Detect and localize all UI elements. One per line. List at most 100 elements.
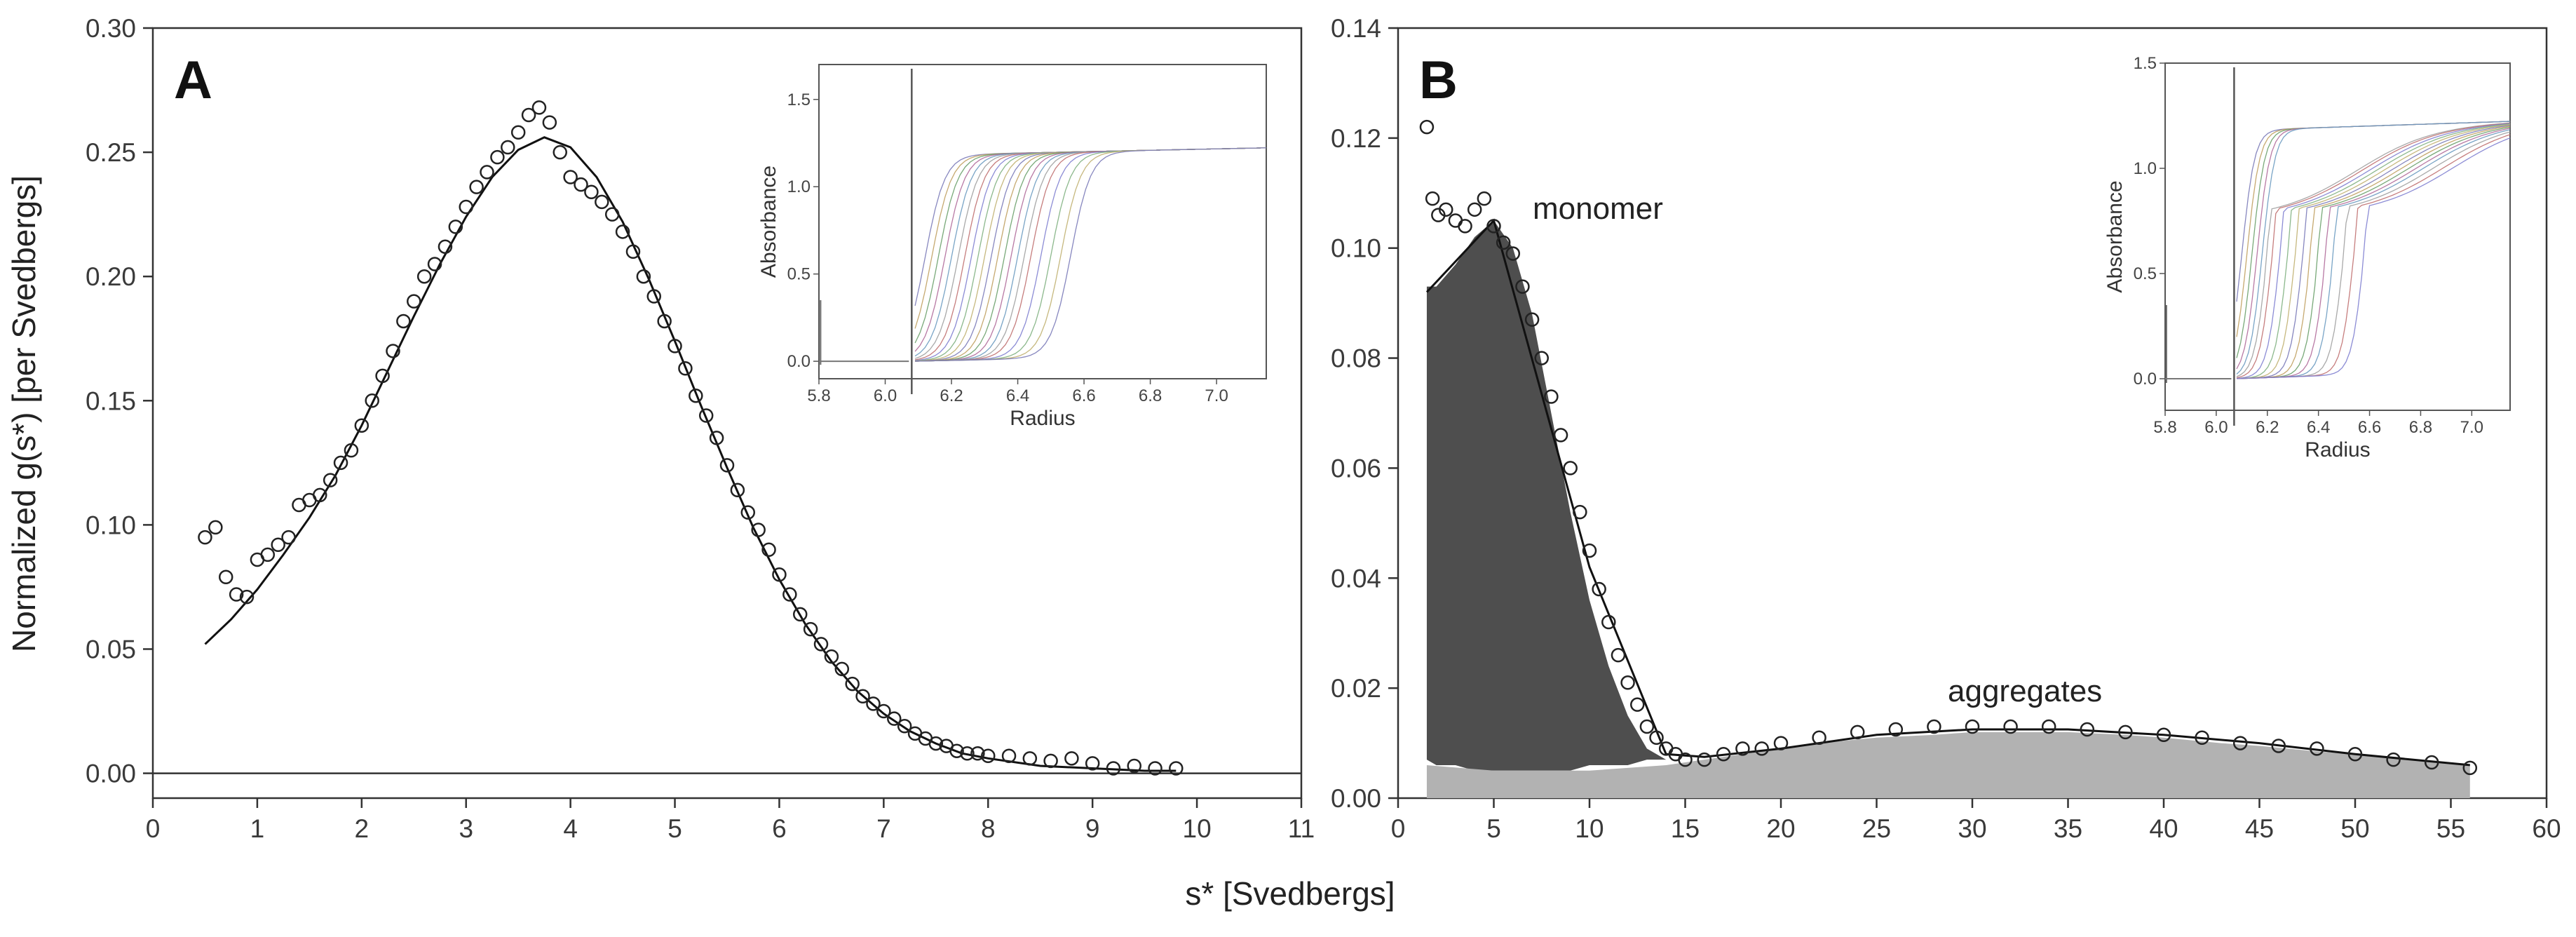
inset-scan-trace	[2236, 137, 2511, 379]
y-tick-label: 0.00	[1331, 784, 1381, 813]
inset-y-label: Absorbance	[757, 166, 780, 278]
data-point	[845, 676, 860, 692]
data-point	[2424, 755, 2439, 770]
inset-scan-trace	[2236, 121, 2511, 375]
x-tick-label: 5	[667, 814, 682, 843]
data-point	[813, 637, 829, 652]
data-point	[689, 388, 703, 403]
data-point	[1592, 581, 1606, 597]
data-point	[1630, 697, 1645, 712]
data-point	[1085, 756, 1100, 771]
data-point	[323, 473, 338, 487]
data-point	[2080, 722, 2095, 737]
data-point	[698, 408, 714, 423]
inset-y-tick-label: 0.5	[787, 265, 811, 284]
inset-x-tick-label: 6.0	[2204, 418, 2228, 437]
data-point	[344, 443, 359, 458]
data-point	[1639, 719, 1655, 734]
y-tick-label: 0.10	[86, 511, 136, 539]
data-point	[563, 170, 578, 184]
inset-y-tick-label: 0.0	[787, 352, 811, 371]
data-point	[772, 567, 787, 582]
data-point	[1573, 504, 1587, 520]
data-point	[510, 125, 526, 140]
inset-x-tick-label: 5.8	[807, 386, 830, 405]
inset-x-tick-label: 6.6	[1072, 386, 1095, 405]
data-point	[2118, 724, 2133, 740]
data-point	[636, 269, 651, 284]
data-point	[625, 244, 641, 259]
data-point	[1477, 191, 1492, 206]
data-point	[646, 289, 662, 304]
data-point	[1467, 202, 1482, 217]
data-point	[667, 339, 682, 353]
data-point	[897, 719, 912, 734]
data-point	[2386, 752, 2401, 767]
inset-frame	[2164, 62, 2511, 411]
inset-x-tick-label: 6.0	[874, 386, 897, 405]
data-point	[542, 115, 557, 130]
data-point	[2041, 719, 2056, 734]
data-point	[803, 621, 818, 637]
data-point	[448, 220, 463, 234]
data-point	[1553, 428, 1568, 443]
data-point	[1773, 736, 1789, 750]
data-point	[416, 269, 432, 284]
data-point	[1649, 730, 1664, 745]
x-tick-label: 60	[2532, 814, 2561, 843]
x-tick-label: 9	[1085, 814, 1100, 843]
data-point	[1022, 751, 1038, 766]
data-point	[553, 144, 567, 160]
inset-b: 5.8 6.0 6.2 6.4 6.6 6.8 7.0 0.0 0.5 1.0 1.5 Radius A…	[2103, 54, 2511, 461]
inset-x-tick-label: 7.0	[2460, 418, 2483, 437]
inset-x-tick-label: 6.8	[2409, 418, 2432, 437]
data-point	[1439, 202, 1453, 217]
data-point	[1534, 351, 1549, 365]
x-tick-label: 35	[2054, 814, 2082, 843]
data-point	[271, 537, 285, 552]
data-point	[949, 743, 964, 758]
data-point	[1425, 191, 1440, 206]
data-point	[333, 455, 348, 471]
inset-x-tick-label: 6.8	[1139, 386, 1162, 405]
inset-scan-trace	[2236, 122, 2511, 379]
inset-scan-trace	[2236, 123, 2511, 379]
data-point	[615, 224, 630, 239]
data-point	[1515, 279, 1530, 294]
data-point	[2232, 736, 2248, 750]
data-point	[469, 180, 484, 194]
data-point	[1582, 543, 1597, 558]
data-point	[260, 547, 276, 562]
data-point	[876, 703, 891, 719]
data-point	[1001, 748, 1017, 764]
data-point	[574, 177, 588, 192]
y-tick-label: 0.08	[1331, 344, 1381, 373]
data-point	[407, 294, 421, 309]
inset-y-tick-label: 1.5	[787, 90, 811, 109]
x-tick-label: 50	[2340, 814, 2369, 843]
data-point	[595, 194, 609, 210]
data-point	[208, 520, 223, 535]
data-point	[386, 344, 400, 358]
data-point	[1486, 219, 1501, 234]
y-axis-label: Normalized g(s*) [per Svedbergs]	[6, 175, 42, 652]
data-point	[782, 587, 797, 602]
data-point	[657, 314, 672, 329]
monomer-area	[1426, 220, 1667, 771]
data-point	[584, 184, 599, 200]
panel-label: B	[1419, 50, 1458, 110]
x-tick-label: 6	[772, 814, 787, 843]
data-point	[354, 418, 370, 433]
inset-scan-trace	[915, 147, 1267, 362]
x-tick-label: 30	[1958, 814, 1986, 843]
data-point	[1888, 722, 1904, 737]
data-point	[1563, 461, 1578, 476]
data-point	[855, 689, 870, 704]
inset-scan-trace	[2236, 124, 2511, 379]
data-point	[281, 530, 296, 545]
data-point	[490, 149, 505, 165]
data-point	[459, 199, 473, 215]
data-point	[2462, 760, 2478, 776]
x-tick-label: 8	[981, 814, 996, 843]
data-point	[678, 360, 693, 376]
